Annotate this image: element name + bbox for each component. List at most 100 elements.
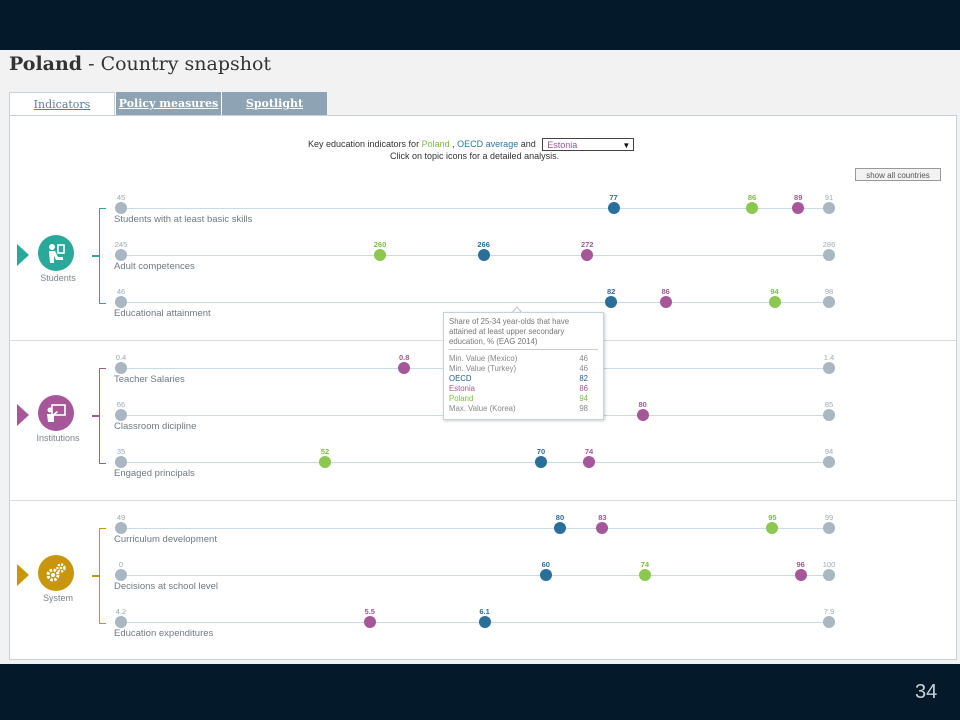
poland-value-label: 74 [640,560,650,569]
estonia-value-dot[interactable] [659,296,672,308]
min-value-dot[interactable] [115,296,127,308]
oecd-value-dot[interactable] [553,522,566,534]
gears-icon[interactable] [38,555,74,591]
group-label-students[interactable]: Students [40,273,76,283]
poland-value-label: 52 [320,447,330,456]
max-value-dot[interactable] [823,202,835,214]
oecd-value-dot[interactable] [478,616,491,628]
max-value-label: 100 [822,560,836,569]
max-value-dot[interactable] [823,362,835,374]
group-bracket [99,528,106,624]
oecd-value-label: 77 [609,193,618,202]
country-select[interactable]: Estonia ▼ [542,138,635,152]
max-value-dot[interactable] [823,522,835,534]
indicator-name[interactable]: Education expenditures [114,628,214,639]
oecd-value-dot[interactable] [539,569,552,581]
group-label-institutions[interactable]: Institutions [36,433,80,443]
oecd-value-dot[interactable] [605,296,618,308]
group-arrow-institutions[interactable] [17,404,29,426]
poland-value-dot[interactable] [319,456,331,468]
dropdown-arrow-icon: ▼ [622,141,631,151]
estonia-value-label: 74 [584,447,594,456]
max-value-dot[interactable] [823,616,835,628]
estonia-value-label: 272 [580,240,594,249]
poland-value-dot[interactable] [766,522,779,534]
indicator-name[interactable]: Engaged principals [114,468,195,479]
min-value-dot[interactable] [115,569,127,581]
oecd-value-dot[interactable] [535,456,547,468]
indicator-name[interactable]: Classroom dicipline [114,421,197,432]
estonia-value-dot[interactable] [583,456,595,468]
min-value-label: 0.4 [115,353,127,362]
min-value-label: 49 [116,513,126,522]
group-arrow-students[interactable] [17,244,29,266]
tooltip-row-label: Min. Value (Turkey) [449,364,517,373]
group-label-system[interactable]: System [42,593,73,603]
indicator-name[interactable]: Teacher Salaries [114,374,185,385]
min-value-dot[interactable] [115,522,127,534]
max-value-dot[interactable] [823,569,835,581]
estonia-value-dot[interactable] [363,616,376,628]
max-value-label: 99 [824,513,834,522]
tooltip-title: Share of 25-34 year-olds that have attai… [449,317,598,350]
slide-number: 34 [915,681,938,703]
tooltip-row-label: OECD [449,374,472,383]
poland-value-label: 95 [768,513,777,522]
intro-prefix: Key education indicators for [308,139,420,149]
estonia-value-dot[interactable] [398,362,411,374]
poland-value-dot[interactable] [768,296,781,308]
student-icon[interactable] [38,235,74,271]
min-value-dot[interactable] [115,456,127,468]
country-select-value: Estonia [547,140,578,151]
poland-value-dot[interactable] [746,202,759,214]
estonia-value-dot[interactable] [792,202,805,214]
group-bracket-tick [92,255,100,257]
tooltip-rows: Min. Value (Mexico) 46 Min. Value (Turkey)… [449,354,598,414]
tooltip-row: OECD 82 [449,374,598,384]
min-value-dot[interactable] [115,202,127,214]
max-value-dot[interactable] [823,296,835,308]
indicator-name[interactable]: Educational attainment [114,308,211,319]
tooltip-row: Poland 94 [449,394,598,404]
tooltip-row: Estonia 86 [449,384,598,394]
estonia-value-dot[interactable] [794,569,807,581]
min-value-dot[interactable] [115,362,127,374]
estonia-value-dot[interactable] [636,409,649,421]
tooltip-row-value: 46 [579,354,588,363]
page-title: Poland - Country snapshot [9,53,271,75]
tooltip-row-value: 82 [579,374,588,383]
tooltip-notch-inner [512,308,522,314]
indicator-name[interactable]: Adult competences [114,261,195,272]
poland-value-dot[interactable] [374,249,387,261]
tooltip-row-value: 98 [579,404,588,413]
group-bracket-tick [92,415,100,417]
max-value-label: 286 [822,240,836,249]
poland-value-dot[interactable] [638,569,651,581]
indicator-track [121,208,829,209]
indicator-tooltip: Share of 25-34 year-olds that have attai… [443,312,604,420]
poland-value-label: 86 [747,193,757,202]
tab-indicators[interactable]: Indicators [9,92,115,116]
indicator-name[interactable]: Curriculum development [114,534,217,545]
tab-spotlight[interactable]: Spotlight [221,92,327,116]
show-all-countries-button[interactable]: show all countries [855,168,941,181]
oecd-value-label: 6.1 [479,607,490,616]
min-value-label: 45 [116,193,126,202]
oecd-value-dot[interactable] [607,202,620,214]
min-value-dot[interactable] [115,616,127,628]
max-value-dot[interactable] [823,456,835,468]
oecd-value-label: 266 [477,240,490,249]
teacher-board-icon[interactable] [38,395,74,431]
min-value-dot[interactable] [115,249,127,261]
group-arrow-system[interactable] [17,564,29,586]
max-value-dot[interactable] [823,249,835,261]
estonia-value-dot[interactable] [596,522,609,534]
indicator-name[interactable]: Decisions at school level [114,581,219,592]
tab-policy-measures[interactable]: Policy measures [115,92,221,116]
max-value-dot[interactable] [823,409,835,421]
indicator-name[interactable]: Students with at least basic skills [114,214,253,225]
tooltip-row: Min. Value (Turkey) 46 [449,364,598,374]
min-value-dot[interactable] [115,409,127,421]
estonia-value-dot[interactable] [581,249,594,261]
oecd-value-dot[interactable] [477,249,490,261]
